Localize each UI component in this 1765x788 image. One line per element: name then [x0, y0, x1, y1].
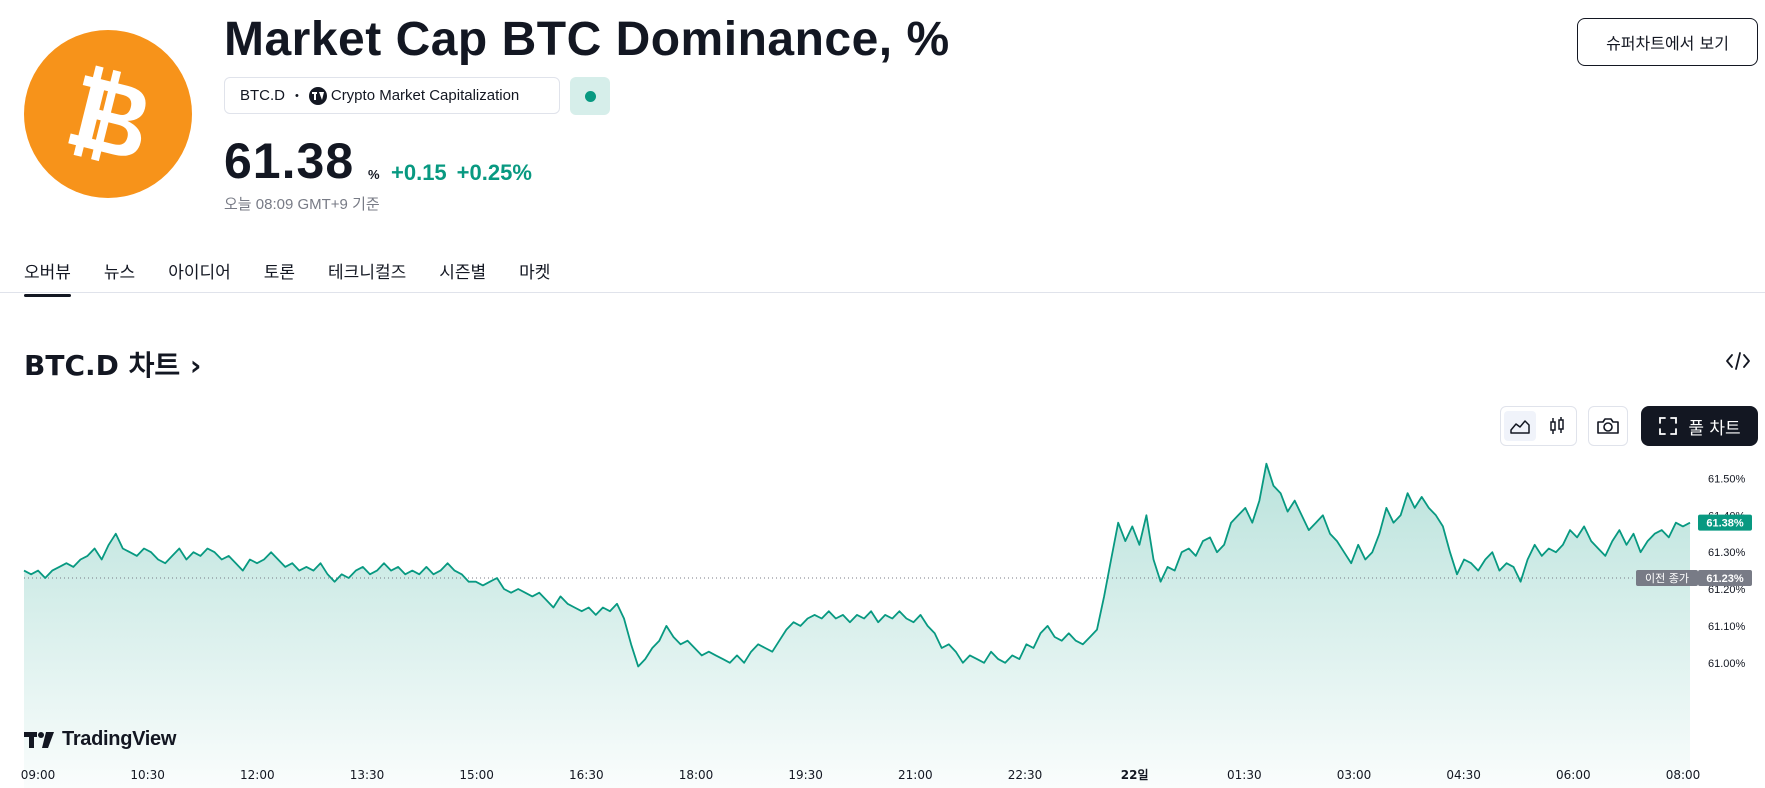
chart-series-line	[23, 462, 1691, 668]
previous-close-text-badge	[1636, 569, 1698, 586]
supercharts-button[interactable]: 슈퍼차트에서 보기	[1577, 18, 1758, 66]
x-tick-label: 18:00	[679, 768, 714, 782]
x-tick-label: 04:30	[1446, 768, 1481, 782]
candlestick-icon[interactable]	[1541, 411, 1573, 441]
code-embed-icon[interactable]	[1725, 350, 1751, 372]
previous-close-value: 61.23%	[1706, 573, 1744, 585]
x-tick-label: 15:00	[459, 768, 494, 782]
tab-news[interactable]: 뉴스	[103, 263, 136, 283]
tab-discussion[interactable]: 토론	[263, 263, 296, 283]
page-title: Market Cap BTC Dominance, %	[224, 13, 950, 66]
last-value-label: 61.38%	[1706, 518, 1744, 530]
fullscreen-icon	[1659, 417, 1678, 435]
price-timestamp: 오늘 08:09 GMT+9 기준	[224, 196, 380, 213]
y-tick-label: 61.50%	[1708, 473, 1746, 485]
full-chart-label: 풀 차트	[1688, 418, 1741, 439]
chart-title-text: BTC.D 차트	[24, 349, 181, 382]
x-tick-label: 21:00	[898, 768, 933, 782]
chevron-right-icon: ›	[189, 349, 202, 382]
tradingview-brand: TradingView	[62, 728, 177, 750]
previous-close-text: 이전 종가	[1645, 572, 1689, 585]
x-tick-label: 22:30	[1008, 768, 1043, 782]
tab-technicals[interactable]: 테크니컬즈	[328, 263, 407, 283]
last-value-badge	[1698, 514, 1752, 531]
x-tick-label: 10:30	[130, 768, 165, 782]
price-change: +0.15 +0.25%	[391, 160, 542, 186]
current-price: 61.38	[224, 133, 355, 189]
tab-markets[interactable]: 마켓	[519, 263, 551, 283]
x-tick-label: 13:30	[350, 768, 385, 782]
x-tick-label: 12:00	[240, 768, 275, 782]
tab-seasonals[interactable]: 시즌별	[439, 263, 487, 283]
x-tick-label: 16:30	[569, 768, 604, 782]
y-tick-label: 61.30%	[1708, 547, 1746, 559]
full-chart-button[interactable]: 풀 차트	[1641, 406, 1758, 446]
symbol-chip[interactable]: BTC.D • Crypto Market Capitalization	[224, 77, 560, 114]
y-tick-label: 61.10%	[1708, 621, 1746, 633]
camera-icon[interactable]	[1588, 406, 1628, 446]
bitcoin-logo-icon	[24, 30, 192, 198]
previous-close-badge	[1698, 569, 1752, 586]
tab-bar: 오버뷰 뉴스 아이디어 토론 테크니컬즈 시즌별 마켓	[24, 258, 550, 297]
change-percent: +0.25%	[456, 160, 532, 185]
y-tick-label: 61.00%	[1708, 658, 1746, 670]
symbol-source: Crypto Market Capitalization	[330, 87, 520, 104]
tradingview-mini-icon	[308, 86, 327, 105]
x-tick-label: 06:00	[1556, 768, 1591, 782]
chart-section-title[interactable]: BTC.D 차트 ›	[24, 344, 201, 384]
x-tick-label: 01:30	[1227, 768, 1262, 782]
separator-dot: •	[295, 89, 299, 102]
market-status-dot-icon	[584, 90, 596, 102]
x-tick-label: 09:00	[21, 768, 56, 782]
price-unit: %	[368, 167, 380, 182]
tabs-divider	[0, 292, 1765, 293]
x-tick-label: 19:30	[788, 768, 823, 782]
symbol-ticker: BTC.D	[240, 87, 285, 104]
tradingview-logo[interactable]: TradingView	[24, 728, 176, 751]
price-chart[interactable]: 61.50%61.40%61.30%61.20%61.10%61.00% 09:…	[0, 460, 1765, 788]
tab-overview[interactable]: 오버뷰	[24, 258, 71, 297]
chart-area-fill	[24, 463, 1690, 788]
x-tick-label: 03:00	[1337, 768, 1372, 782]
x-tick-label: 08:00	[1666, 768, 1701, 782]
tab-ideas[interactable]: 아이디어	[168, 263, 231, 283]
tradingview-logo-icon	[24, 731, 54, 748]
market-status-chip[interactable]	[570, 77, 610, 115]
y-tick-label: 61.20%	[1708, 584, 1746, 596]
x-tick-label: 22일	[1121, 768, 1149, 782]
change-absolute: +0.15	[391, 160, 447, 185]
area-chart-icon[interactable]	[1503, 411, 1536, 441]
chart-type-toggle	[1500, 406, 1577, 446]
